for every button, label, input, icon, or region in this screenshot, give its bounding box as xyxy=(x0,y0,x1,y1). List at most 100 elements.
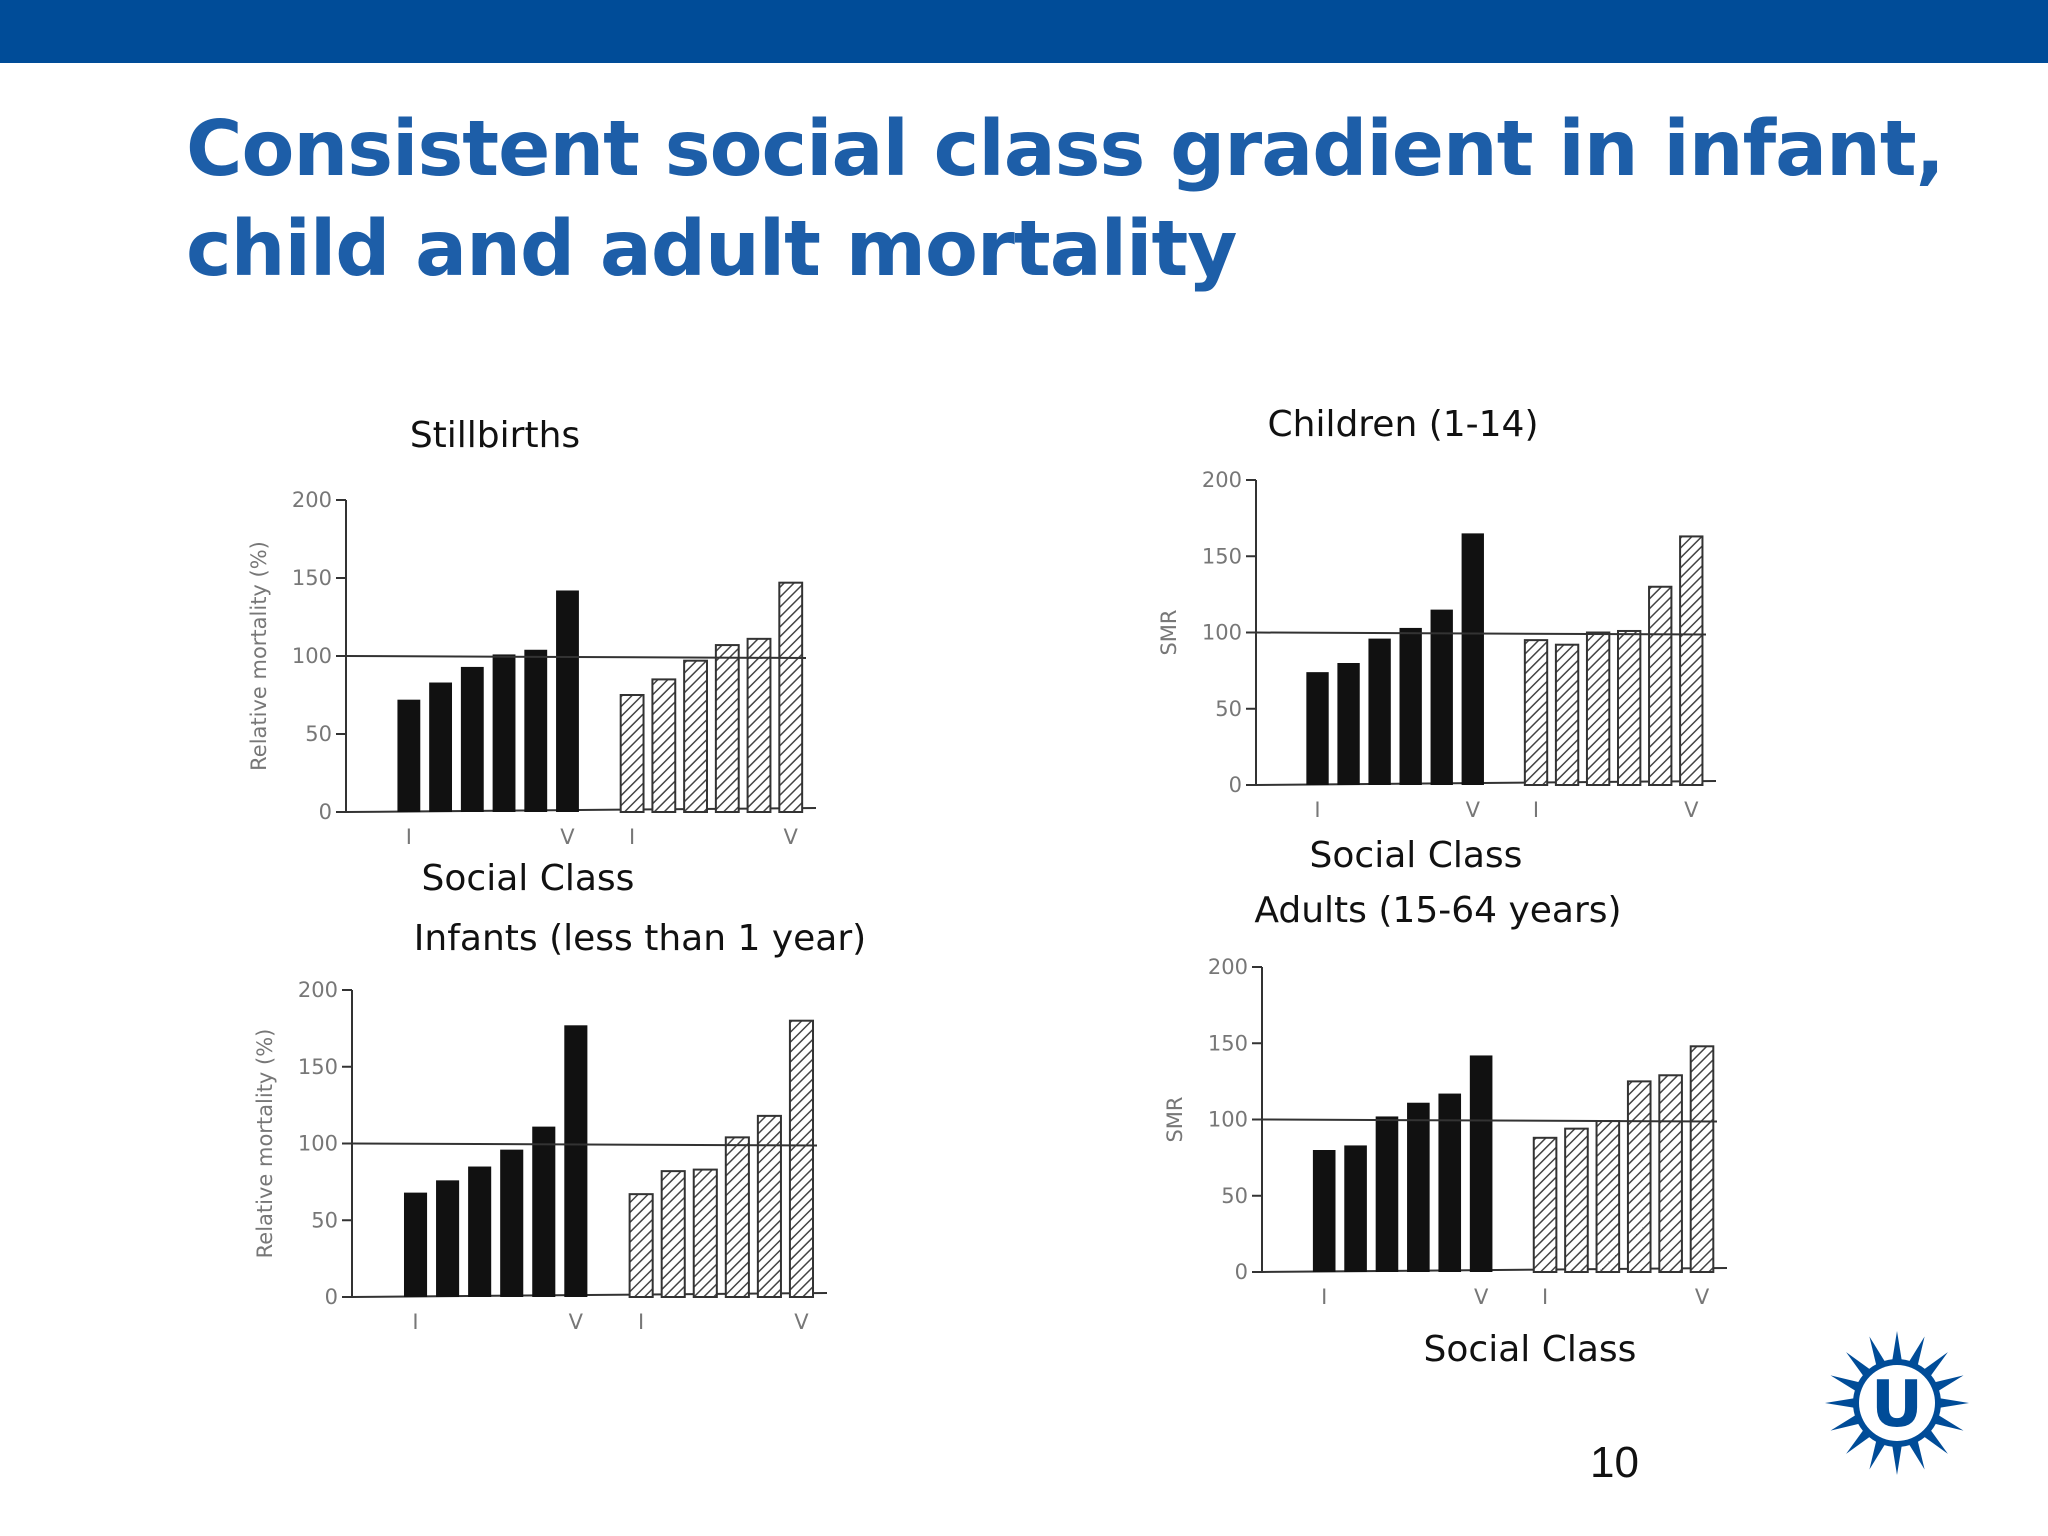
university-sun-logo-icon: U xyxy=(1825,1331,1969,1475)
logo-letter: U xyxy=(1871,1368,1923,1442)
adults-x-tick-label: I xyxy=(1542,1285,1548,1309)
infants-bar-solid-4 xyxy=(500,1149,524,1297)
infants-y-tick-label: 150 xyxy=(298,1055,338,1079)
infants-y-axis-label: Relative mortality (%) xyxy=(253,1029,277,1259)
children-y-tick-label: 50 xyxy=(1215,697,1242,721)
infants-bar-hatched-1 xyxy=(628,1193,654,1299)
infants-bar-hatched-4 xyxy=(724,1136,750,1298)
adults-bar-hatched-5 xyxy=(1658,1074,1683,1274)
infants-chart: Infants (less than 1 year) 0 50 100 150 200 Re… xyxy=(253,918,866,1334)
children-x-axis-label: Social Class xyxy=(1310,835,1523,876)
logo-ray xyxy=(1891,1442,1903,1475)
adults-reference-line xyxy=(1261,1118,1718,1123)
adults-bar-solid-1 xyxy=(1312,1150,1336,1272)
stillbirths-bar-hatched-3 xyxy=(683,659,708,813)
infants-bar-hatched-2 xyxy=(660,1170,686,1299)
infants-y-tick-label: 100 xyxy=(298,1132,338,1156)
adults-bar-solid-2 xyxy=(1344,1145,1367,1272)
logo-ray xyxy=(1891,1331,1903,1364)
children-title: Children (1-14) xyxy=(1267,404,1538,445)
stillbirths-bar-solid-5 xyxy=(524,649,548,812)
children-bar-solid-1 xyxy=(1306,672,1329,785)
logo-ray xyxy=(1936,1397,1969,1409)
infants-x-tick-label: I xyxy=(412,1310,418,1334)
infants-bar-solid-6 xyxy=(564,1025,588,1297)
children-x-tick-label: V xyxy=(1466,798,1481,822)
children-bar-hatched-1 xyxy=(1523,639,1549,786)
adults-x-tick-label: V xyxy=(1474,1285,1489,1309)
infants-bar-hatched-6 xyxy=(788,1019,815,1298)
infants-x-tick-label: V xyxy=(794,1310,809,1334)
adults-y-tick-label: 100 xyxy=(1208,1108,1248,1132)
stillbirths-title: Stillbirths xyxy=(410,415,580,456)
adults-bar-hatched-6 xyxy=(1689,1045,1715,1274)
stillbirths-y-tick-label: 50 xyxy=(305,722,332,746)
adults-x-axis-label: Social Class xyxy=(1424,1329,1637,1370)
children-y-tick-label: 200 xyxy=(1202,468,1242,492)
children-bar-hatched-6 xyxy=(1679,535,1704,786)
children-y-tick-label: 0 xyxy=(1229,773,1242,797)
slide-title: Consistent social class gradient in infa… xyxy=(186,100,1945,300)
children-chart: Children (1-14) 0 50 100 150 200 SMR I V I V Social… xyxy=(1157,404,1717,876)
infants-bar-solid-3 xyxy=(468,1166,492,1297)
stillbirths-bar-hatched-2 xyxy=(651,678,677,814)
infants-x-tick-label: V xyxy=(569,1310,584,1334)
logo-ray xyxy=(1869,1336,1887,1369)
stillbirths-y-tick-label: 100 xyxy=(292,644,332,668)
logo-ray xyxy=(1830,1375,1863,1393)
adults-y-axis-label: SMR xyxy=(1163,1096,1187,1142)
infants-title: Infants (less than 1 year) xyxy=(414,918,866,959)
adults-x-tick-label: V xyxy=(1695,1285,1710,1309)
logo-ray xyxy=(1830,1413,1863,1431)
adults-y-tick-label: 0 xyxy=(1235,1260,1248,1284)
stillbirths-y-tick-label: 150 xyxy=(292,566,332,590)
children-bar-solid-6 xyxy=(1461,533,1484,785)
infants-y-tick-label: 0 xyxy=(325,1285,338,1309)
adults-bar-solid-6 xyxy=(1469,1055,1493,1272)
stillbirths-y-axis-label: Relative mortality (%) xyxy=(247,541,271,771)
top-header-bar xyxy=(0,0,2048,63)
adults-bar-solid-4 xyxy=(1407,1102,1430,1272)
children-bar-hatched-2 xyxy=(1554,643,1580,787)
logo-ray xyxy=(1907,1336,1925,1369)
logo-ray xyxy=(1869,1437,1887,1470)
stillbirths-bar-hatched-1 xyxy=(619,694,645,813)
stillbirths-x-tick-label: V xyxy=(560,825,575,849)
infants-bar-solid-1 xyxy=(403,1192,428,1297)
infants-bar-solid-2 xyxy=(436,1180,460,1297)
logo-ray xyxy=(1931,1375,1964,1393)
logo-ray xyxy=(1931,1413,1964,1431)
stillbirths-x-tick-label: V xyxy=(784,825,799,849)
logo-ray xyxy=(1825,1397,1858,1409)
logo-ray xyxy=(1907,1437,1925,1470)
children-bar-solid-5 xyxy=(1430,609,1453,785)
children-y-tick-label: 150 xyxy=(1202,544,1242,568)
stillbirths-x-tick-label: I xyxy=(629,825,635,849)
slide-title-line-1: Consistent social class gradient in infa… xyxy=(186,105,1945,194)
infants-bar-solid-5 xyxy=(532,1126,556,1297)
children-bar-solid-4 xyxy=(1399,627,1422,785)
stillbirths-reference-line xyxy=(345,655,807,659)
adults-bar-solid-3 xyxy=(1375,1116,1399,1272)
stillbirths-bar-solid-2 xyxy=(429,682,453,812)
infants-y-tick-label: 200 xyxy=(298,978,338,1002)
adults-bar-solid-5 xyxy=(1438,1093,1462,1272)
page-number: 10 xyxy=(1590,1438,1639,1487)
stillbirths-bar-solid-4 xyxy=(492,654,516,812)
children-y-axis-label: SMR xyxy=(1157,609,1181,655)
children-y-tick-label: 100 xyxy=(1202,621,1242,645)
stillbirths-y-tick-label: 200 xyxy=(292,488,332,512)
stillbirths-bar-hatched-4 xyxy=(714,644,740,814)
stillbirths-bar-solid-6 xyxy=(556,590,579,812)
children-bar-hatched-4 xyxy=(1616,629,1642,786)
children-reference-line xyxy=(1255,631,1707,636)
stillbirths-x-tick-label: I xyxy=(406,825,412,849)
infants-bar-hatched-5 xyxy=(756,1114,782,1298)
children-bar-hatched-5 xyxy=(1648,585,1673,786)
stillbirths-bar-solid-3 xyxy=(460,666,484,812)
adults-title: Adults (15-64 years) xyxy=(1254,890,1621,931)
slide-title-line-2: child and adult mortality xyxy=(186,205,1237,294)
adults-bar-hatched-1 xyxy=(1532,1136,1558,1274)
